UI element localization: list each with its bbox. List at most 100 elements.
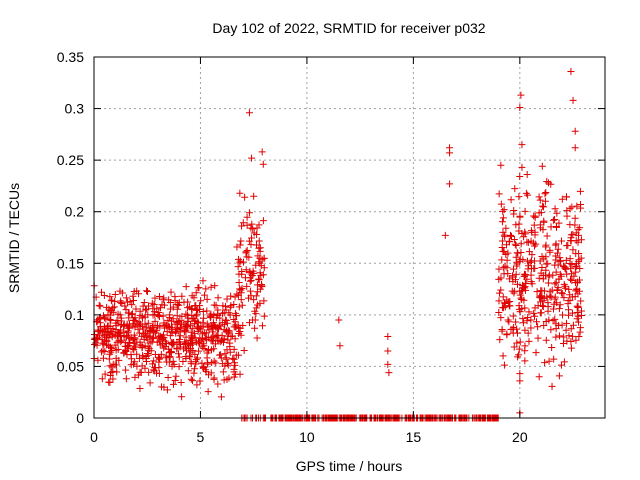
data-point — [218, 319, 226, 327]
data-point — [568, 277, 576, 285]
data-point — [243, 282, 251, 290]
data-point — [557, 361, 565, 369]
data-point — [190, 369, 198, 377]
data-point — [98, 288, 106, 296]
data-point — [192, 302, 200, 310]
data-point — [572, 260, 580, 268]
data-point — [577, 297, 585, 305]
data-point — [547, 326, 555, 334]
data-point — [512, 253, 520, 261]
data-point — [568, 309, 576, 317]
data-point — [556, 257, 564, 265]
data-point — [184, 322, 192, 330]
data-point — [523, 317, 531, 325]
data-point — [565, 285, 573, 293]
data-point — [519, 256, 527, 264]
data-point — [111, 341, 119, 349]
data-point — [256, 285, 264, 293]
data-point — [106, 371, 114, 379]
data-point — [563, 212, 571, 220]
data-point — [139, 302, 147, 310]
data-point — [116, 311, 124, 319]
data-point — [541, 359, 549, 367]
data-point — [242, 266, 250, 274]
data-point — [248, 220, 256, 228]
data-point — [134, 325, 142, 333]
data-point — [550, 300, 558, 308]
data-point — [156, 304, 164, 312]
data-point — [260, 297, 268, 305]
data-point — [236, 189, 244, 197]
data-point — [237, 296, 245, 304]
data-point — [112, 354, 120, 362]
data-point — [253, 230, 261, 238]
x-axis-label: GPS time / hours — [296, 458, 403, 474]
data-point — [175, 350, 183, 358]
data-point — [512, 241, 520, 249]
data-point — [195, 338, 203, 346]
data-point — [194, 354, 202, 362]
data-point — [564, 300, 572, 308]
data-point — [519, 315, 527, 323]
data-point — [524, 329, 532, 337]
data-point — [191, 365, 199, 373]
data-point — [192, 358, 200, 366]
y-tick-label: 0.05 — [57, 358, 84, 374]
data-point — [107, 369, 115, 377]
data-point — [541, 190, 549, 198]
data-point — [518, 141, 526, 149]
data-point — [552, 252, 560, 260]
data-point — [500, 270, 508, 278]
data-point — [572, 229, 580, 237]
data-point — [203, 295, 211, 303]
data-point — [545, 316, 553, 324]
data-point — [194, 284, 202, 292]
data-point — [567, 325, 575, 333]
data-point — [384, 360, 392, 368]
data-point — [179, 358, 187, 366]
data-point — [568, 332, 576, 340]
data-point — [546, 246, 554, 254]
data-point — [574, 304, 582, 312]
data-point — [571, 263, 579, 271]
data-point — [567, 344, 575, 352]
data-point — [569, 230, 577, 238]
data-point — [178, 312, 186, 320]
data-point — [136, 311, 144, 319]
data-point — [533, 288, 541, 296]
data-point — [568, 270, 576, 278]
data-point — [259, 271, 267, 279]
data-point — [194, 319, 202, 327]
data-point — [541, 197, 549, 205]
data-point — [105, 355, 113, 363]
data-point — [515, 345, 523, 353]
data-point — [158, 341, 166, 349]
data-point — [539, 275, 547, 283]
data-point — [120, 349, 128, 357]
data-point — [540, 321, 548, 329]
data-point — [142, 357, 150, 365]
data-point — [249, 225, 257, 233]
data-point — [563, 242, 571, 250]
data-point — [499, 214, 507, 222]
data-point — [170, 340, 178, 348]
data-point — [565, 332, 573, 340]
data-point — [255, 258, 263, 266]
data-point — [204, 360, 212, 368]
data-point — [537, 287, 545, 295]
data-point — [151, 350, 159, 358]
data-point — [243, 221, 251, 229]
data-point — [577, 307, 585, 315]
data-point — [554, 249, 562, 257]
data-point — [96, 315, 104, 323]
data-point — [122, 366, 130, 374]
data-point — [182, 310, 190, 318]
data-point — [569, 96, 577, 104]
data-point — [179, 345, 187, 353]
data-point — [503, 256, 511, 264]
data-point — [224, 361, 232, 369]
data-point — [217, 351, 225, 359]
data-point — [569, 246, 577, 254]
data-point — [105, 378, 113, 386]
data-point — [243, 213, 251, 221]
